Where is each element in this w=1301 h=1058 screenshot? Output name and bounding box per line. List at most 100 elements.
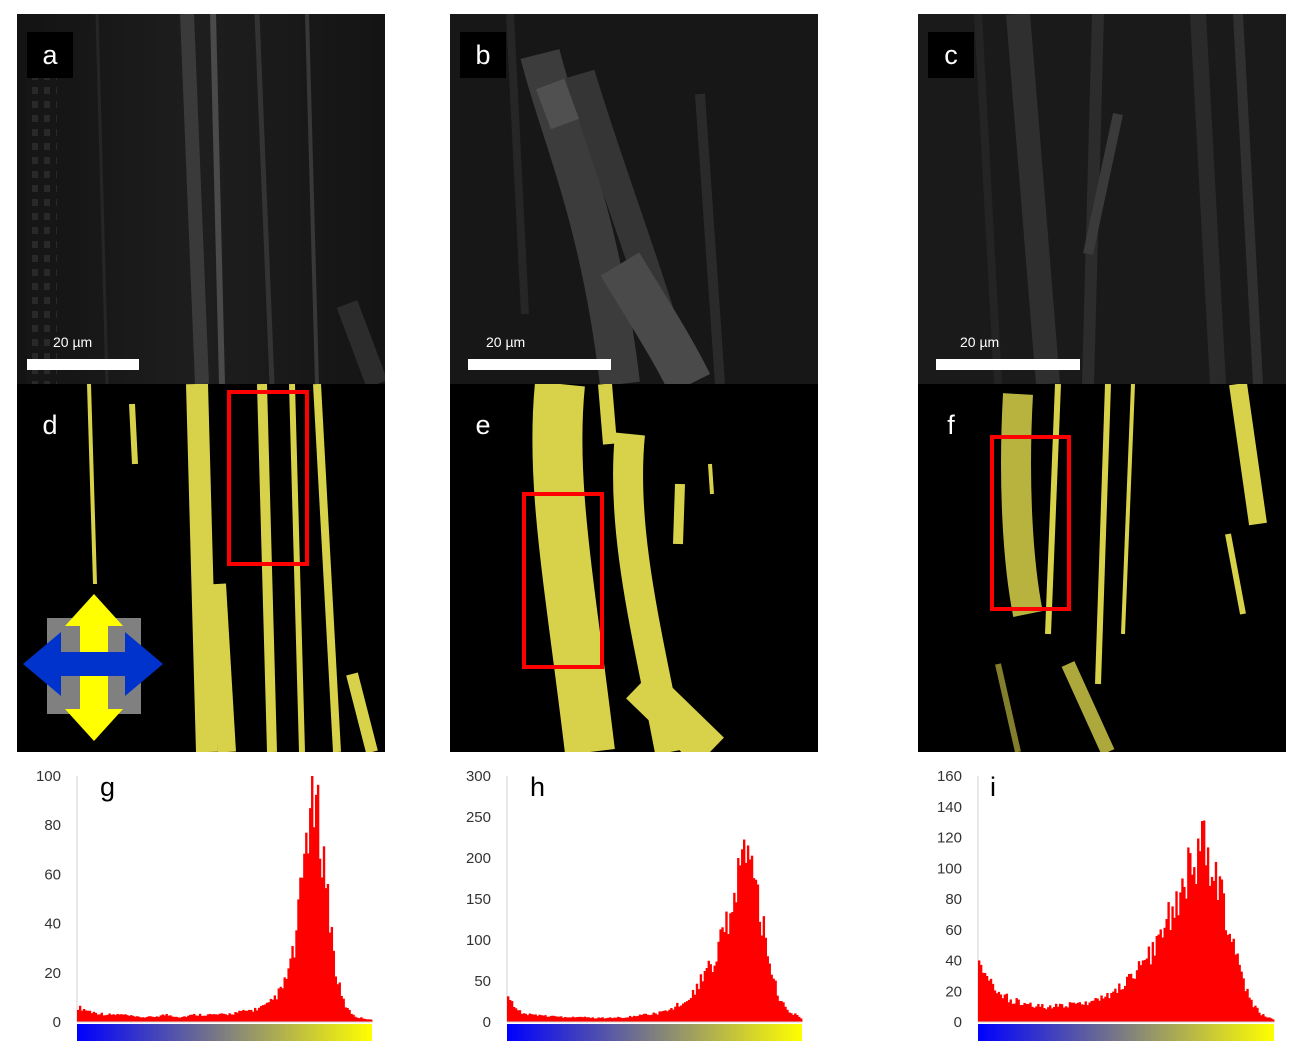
histogram-bar (668, 1009, 671, 1022)
histogram-bar (552, 1015, 555, 1022)
histogram-bar (1167, 902, 1170, 1022)
scale-bar-a (27, 359, 139, 370)
histogram-bar (1088, 1002, 1091, 1022)
histogram-bar (658, 1011, 661, 1022)
histogram-bar (1052, 1006, 1056, 1022)
histogram-bar (1019, 1005, 1022, 1022)
histogram-bar (1135, 970, 1139, 1022)
histogram-bar (1204, 865, 1208, 1022)
roi-rectangle-f (990, 435, 1071, 611)
histogram-bar (597, 1017, 600, 1022)
histogram-bar (273, 995, 277, 1022)
histogram-bar (193, 1013, 196, 1022)
histogram-bar (1126, 976, 1129, 1022)
polarization-arrows-icon (23, 594, 163, 741)
histogram-bar (1124, 985, 1127, 1022)
histogram-bar (328, 932, 332, 1022)
histogram-bar (1090, 1000, 1093, 1022)
panel-label-b: b (460, 32, 506, 78)
y-tick-label: 0 (954, 1014, 962, 1031)
orientation-map-panel-f: f (918, 384, 1286, 752)
histogram-bar (126, 1015, 129, 1022)
histogram-bar (1049, 1005, 1052, 1022)
y-tick-label: 140 (937, 799, 962, 816)
histogram-bar (687, 999, 691, 1022)
histogram-bar (1139, 965, 1143, 1022)
histogram-bar (1232, 938, 1235, 1022)
histogram-bar (756, 884, 760, 1022)
histogram-bar (507, 996, 510, 1022)
histogram-bar (102, 1015, 105, 1022)
y-tick-label: 20 (44, 965, 61, 982)
histogram-bar (204, 1015, 208, 1022)
histogram-bar (776, 995, 779, 1022)
histogram-bar (981, 972, 985, 1022)
histogram-bar (719, 929, 722, 1022)
histogram-bar (1159, 929, 1162, 1022)
histogram-bar (995, 993, 999, 1022)
histogram-bar (230, 1014, 233, 1022)
histogram-bar (514, 1008, 518, 1022)
histogram-panel-label: h (530, 772, 545, 802)
y-tick-label: 250 (466, 809, 491, 826)
histogram-bar (350, 1013, 353, 1022)
histogram-bar (548, 1016, 551, 1022)
y-tick-label: 40 (44, 916, 61, 933)
histogram-bar (291, 946, 294, 1022)
histogram-bar (1001, 998, 1005, 1022)
y-tick-label: 80 (945, 891, 962, 908)
histogram-bar (526, 1015, 530, 1022)
histogram-bar (522, 1013, 526, 1022)
histogram-bar (735, 902, 738, 1022)
histogram-bar (1096, 998, 1099, 1022)
histogram-bar (1098, 1000, 1101, 1022)
histogram-bar (1021, 1005, 1024, 1022)
histogram-bar (175, 1016, 178, 1022)
histogram-bar (311, 776, 314, 1022)
histogram-bar (794, 1013, 797, 1022)
histogram-bar (96, 1014, 100, 1022)
histogram-bar (354, 1016, 357, 1022)
histogram-bar (1195, 883, 1198, 1022)
histogram-bar (181, 1016, 184, 1022)
histogram-bar (685, 1001, 689, 1022)
histogram-bar (1066, 1007, 1070, 1022)
histogram-bar (640, 1014, 644, 1022)
orientation-map-panel-e: e (450, 384, 818, 752)
histogram-bar (151, 1016, 155, 1022)
histogram-bar (678, 1006, 681, 1022)
histogram-bar (532, 1014, 535, 1022)
histogram-bar (84, 1010, 88, 1022)
histogram-bar (340, 995, 343, 1022)
histogram-bar (94, 1012, 98, 1022)
histogram-bar (1025, 1003, 1028, 1022)
histogram-bar (691, 989, 695, 1022)
histogram-bar (210, 1014, 214, 1022)
histogram-bar (607, 1017, 610, 1022)
histogram-bar (1104, 996, 1107, 1022)
histogram-bars (77, 776, 373, 1022)
histogram-bar (642, 1013, 646, 1022)
histogram-bar (693, 994, 697, 1022)
histogram-bar (104, 1015, 107, 1022)
histogram-bar (143, 1017, 147, 1022)
histogram-bar (731, 912, 734, 1022)
histogram-bar (77, 1009, 80, 1022)
histogram-bar (1023, 1002, 1026, 1022)
histogram-bar (762, 916, 766, 1022)
histogram-bar (346, 1007, 349, 1022)
histogram-bar (766, 956, 769, 1022)
histogram-bar (1202, 820, 1206, 1022)
histogram-panel-label: g (100, 772, 115, 802)
histogram-bar (1122, 989, 1125, 1022)
histogram-bar (173, 1016, 176, 1022)
histogram-bar (1187, 847, 1190, 1022)
histogram-bar (1151, 942, 1155, 1022)
histogram-bar (322, 846, 326, 1022)
histogram-bar (88, 1010, 92, 1022)
histogram-bar (1222, 893, 1226, 1022)
histogram-bar (1072, 1002, 1076, 1022)
micrograph-b-image (450, 14, 818, 384)
histogram-bar (177, 1017, 180, 1022)
histogram-bar (1015, 998, 1018, 1022)
